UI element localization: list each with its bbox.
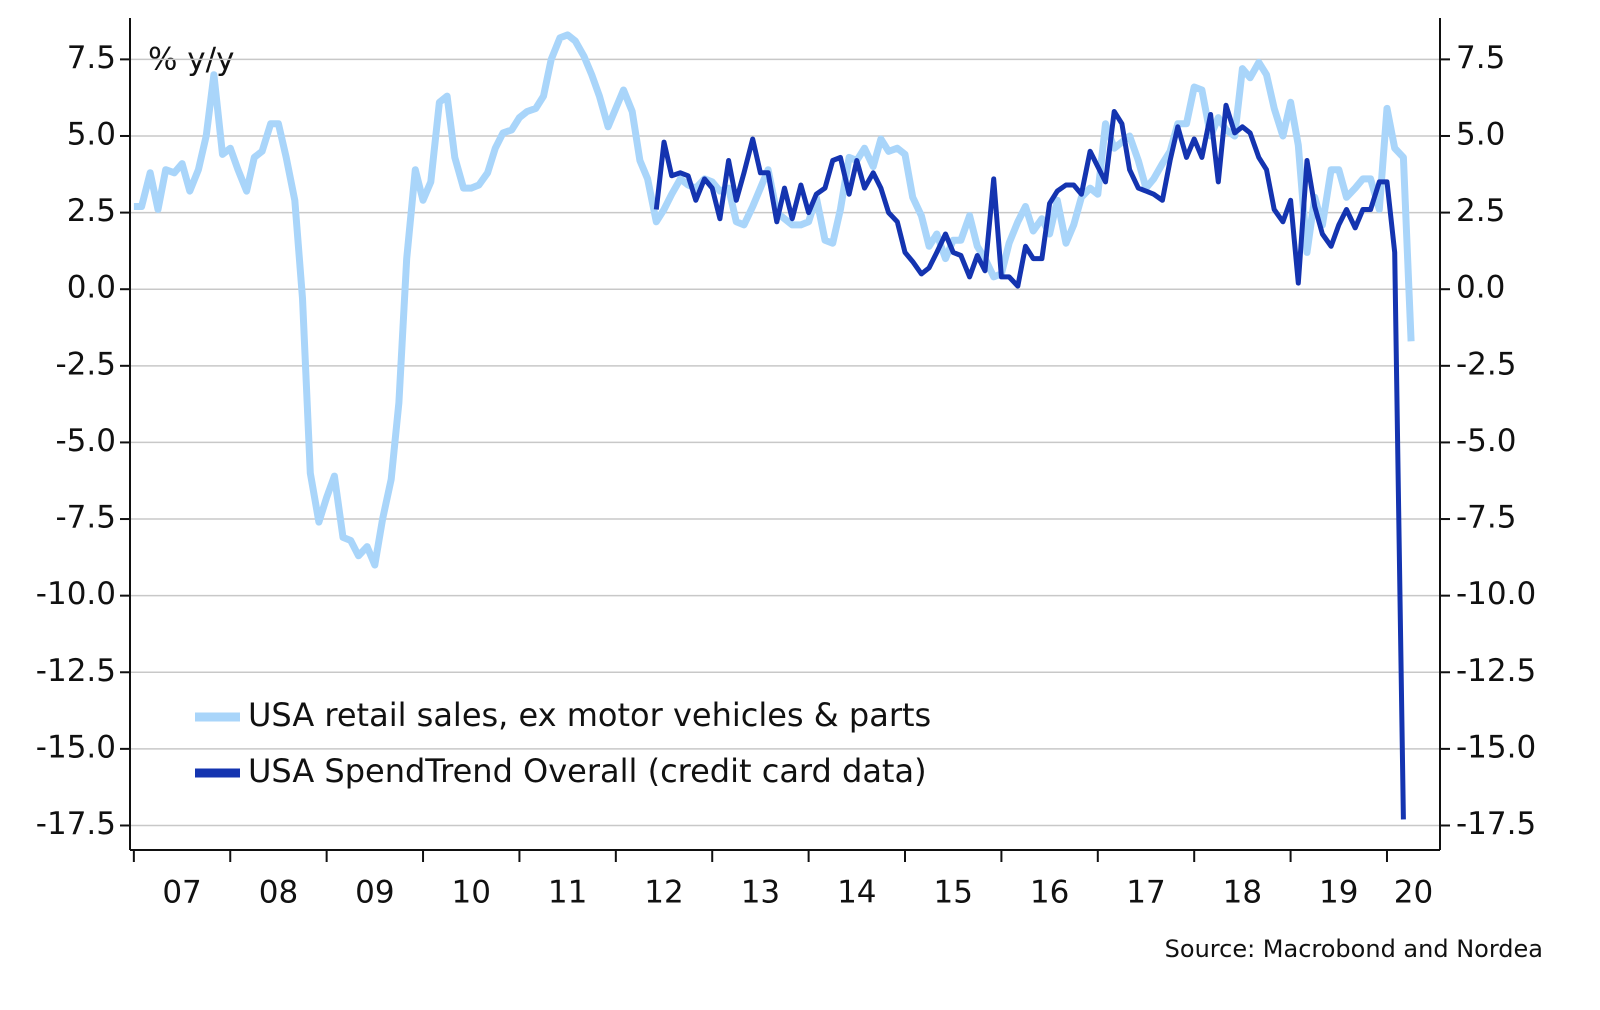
series-line [133,31,1415,569]
y2-tick-label: 5.0 [1456,116,1505,152]
y2-tick-label: -2.5 [1456,346,1517,382]
y-tick-label: -12.5 [36,653,116,689]
y-tick-label: 7.5 [67,40,116,76]
y-tick-label: -17.5 [36,806,116,842]
y-tick-label: -7.5 [56,500,117,536]
x-tick-label: 09 [355,875,394,911]
source: Source: Macrobond and Nordea [1165,935,1543,963]
y2-tick-label: 7.5 [1456,40,1505,76]
y2-tick-label: 2.5 [1456,193,1505,229]
y2-tick-label: -10.0 [1456,576,1536,612]
x-tick-label: 19 [1319,875,1358,911]
y2-tick-label: -7.5 [1456,500,1517,536]
y2-tick-label: -12.5 [1456,653,1536,689]
y-tick-label: -15.0 [36,729,116,765]
y2-tick-label: 0.0 [1456,270,1505,306]
x-tick-label: 13 [741,875,780,911]
y-tick-label: 0.0 [67,270,116,306]
y-tick-label: 2.5 [67,193,116,229]
x-tick-label: 17 [1126,875,1165,911]
x-tick-label: 16 [1030,875,1069,911]
x-tick-label: 10 [452,875,491,911]
legend-label: USA retail sales, ex motor vehicles & pa… [248,696,931,734]
x-tick-label: 15 [933,875,972,911]
series-line [653,102,1406,820]
x-tick-label: 11 [548,875,587,911]
x-tick-label: 20 [1394,875,1433,911]
y-tick-label: -2.5 [56,346,117,382]
y2-tick-label: -15.0 [1456,729,1536,765]
x-tick-label: 12 [644,875,683,911]
x-tick-label: 08 [259,875,298,911]
x-tick-label: 07 [162,875,201,911]
y-tick-label: -10.0 [36,576,116,612]
x-tick-label: 14 [837,875,876,911]
legend-label: USA SpendTrend Overall (credit card data… [248,752,927,790]
y2-tick-label: -5.0 [1456,423,1517,459]
y-tick-label: -5.0 [56,423,117,459]
y-tick-label: 5.0 [67,116,116,152]
x-tick-label: 18 [1223,875,1262,911]
y2-tick-label: -17.5 [1456,806,1536,842]
